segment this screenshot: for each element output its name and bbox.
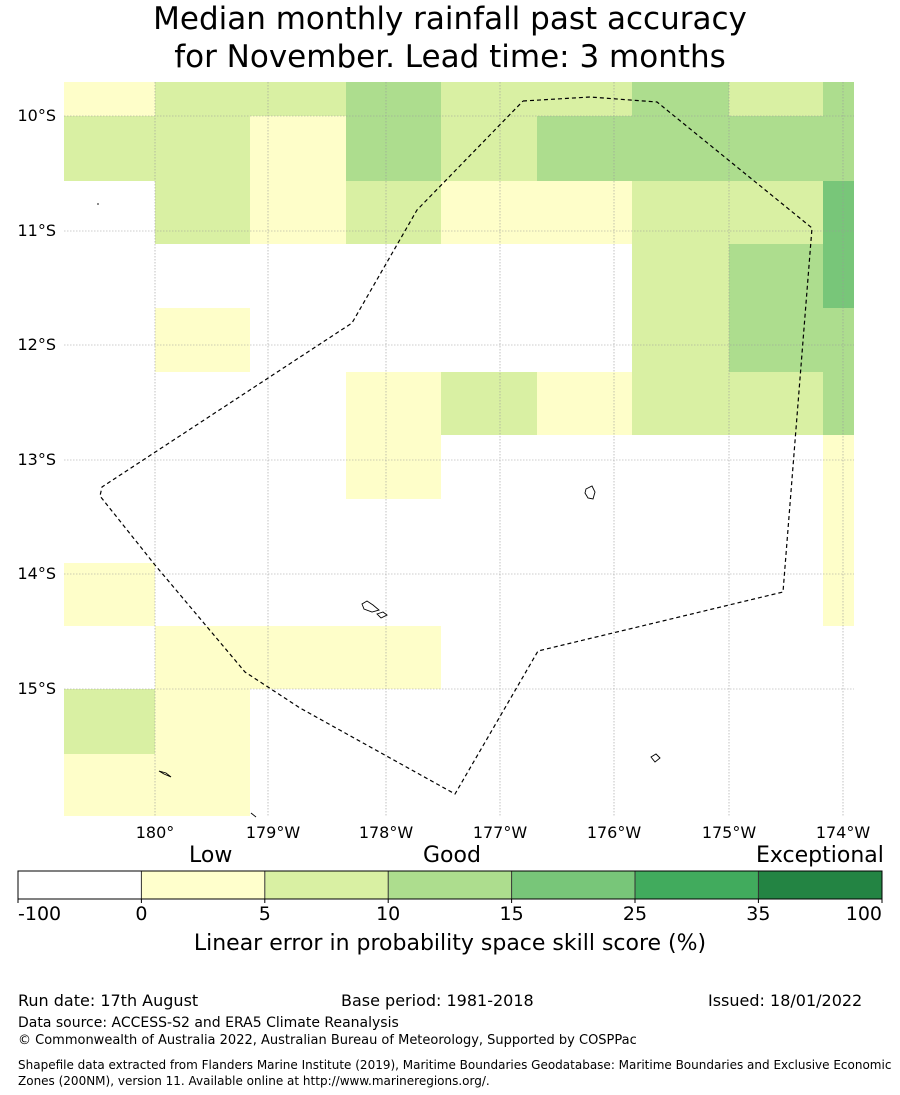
map-cell [250,116,346,181]
map-cell [823,372,854,435]
map-cell [441,116,537,181]
island-outline [250,812,257,818]
category-low: Low [189,843,233,868]
map-cell [441,82,632,116]
colorbar-tick: -100 [18,903,61,925]
map-cell [632,372,823,435]
colorbar: -100 0 5 10 15 25 35 100 [17,870,883,925]
lon-label: 177°W [473,823,528,842]
island-outline [584,485,596,500]
map-cell [346,372,441,435]
lon-label: 174°W [816,823,871,842]
lat-label: 10°S [17,106,56,125]
lat-label: 11°S [17,221,56,240]
data-source: Data source: ACCESS-S2 and ERA5 Climate … [18,1015,399,1031]
lon-label: 176°W [587,823,642,842]
map-cell [729,82,823,116]
map-cell [155,626,441,689]
map-cell [729,244,823,308]
chart-title: Median monthly rainfall past accuracy fo… [0,0,900,76]
colorbar-tick: 5 [259,903,271,925]
colorbar-tick: 0 [135,903,147,925]
map-cell [155,82,346,116]
map-cell [632,244,729,308]
latitude-labels: 10°S 11°S 12°S 13°S 14°S 15°S [17,106,56,698]
colorbar-segment [635,871,759,899]
base-period: Base period: 1981-2018 [341,991,534,1010]
island-outline [650,753,661,763]
map-cell [823,244,854,308]
lon-label: 179°W [246,823,301,842]
map-cell [155,308,250,372]
longitude-labels: 180° 179°W 178°W 177°W 176°W 175°W 174°W [136,823,871,842]
map-cell [155,689,250,754]
map-grid-cells [64,82,854,816]
map-cell [823,435,854,626]
map-cell [537,116,854,181]
lon-label: 175°W [702,823,757,842]
map-cell [537,372,632,435]
map-cell [64,82,155,116]
lat-label: 14°S [17,564,56,583]
map-cell [64,689,155,754]
colorbar-segment [264,871,389,899]
lon-label: 180° [136,823,175,842]
colorbar-label: Linear error in probability space skill … [193,931,707,956]
category-exceptional: Exceptional [756,843,884,868]
map-cell [441,372,537,435]
lat-label: 15°S [17,679,56,698]
colorbar-segment [758,871,882,899]
colorbar-segment [18,871,142,899]
colorbar-tick: 100 [846,903,882,925]
lat-label: 12°S [17,335,56,354]
map-cell [64,116,250,181]
category-good: Good [423,843,481,868]
map-cell [64,754,250,816]
map-cell [729,308,854,372]
lon-label: 178°W [359,823,414,842]
graticule [64,82,854,816]
island-outline [361,600,380,613]
map-cell [155,181,250,244]
islands [97,203,661,818]
map-cell [632,82,729,116]
shapefile-credit: Shapefile data extracted from Flanders M… [18,1058,892,1088]
copyright: © Commonwealth of Australia 2022, Austra… [18,1033,637,1048]
map-cell [346,181,441,244]
map-cell [823,82,854,116]
colorbar-segment [388,871,512,899]
colorbar-segment [511,871,635,899]
colorbar-tick: 35 [746,903,770,925]
map-cell [441,181,632,244]
colorbar-tick: 10 [376,903,400,925]
title-line-2: for November. Lead time: 3 months [174,39,726,75]
map-cell [346,82,441,116]
map-cell [823,181,854,244]
island-outline [376,611,388,619]
run-date: Run date: 17th August [18,991,199,1010]
issued-date: Issued: 18/01/2022 [708,991,863,1010]
map-cell [346,435,441,499]
map-cell [346,116,441,181]
map-cell [632,181,823,244]
map-cell [250,181,346,244]
colorbar-segment [141,871,265,899]
map-cell [64,563,155,626]
island-outline [158,770,172,778]
lat-label: 13°S [17,450,56,469]
colorbar-tick: 25 [623,903,647,925]
map-cell [632,308,729,372]
title-line-1: Median monthly rainfall past accuracy [153,1,747,37]
colorbar-tick: 15 [500,903,524,925]
